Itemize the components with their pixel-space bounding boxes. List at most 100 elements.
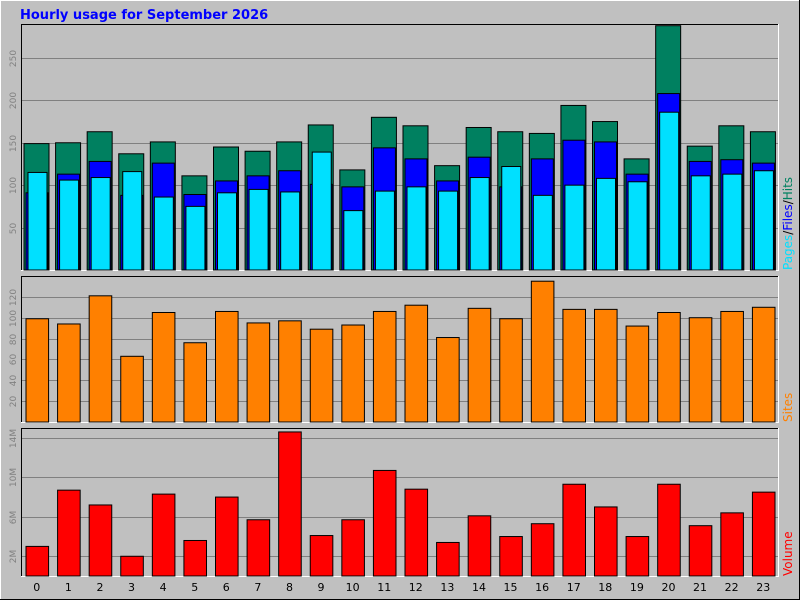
bar-sites-18 bbox=[594, 308, 618, 423]
x-tick-label: 7 bbox=[254, 581, 261, 594]
bar-volume-22 bbox=[720, 512, 744, 577]
x-tick-label: 9 bbox=[318, 581, 325, 594]
volume-panel: 2M 6M 10M 14M bbox=[9, 428, 779, 577]
x-tick-label: 22 bbox=[725, 581, 739, 594]
bar-pages-22 bbox=[722, 173, 743, 271]
bar-volume-5 bbox=[183, 539, 208, 577]
bar-pages-9 bbox=[311, 151, 332, 271]
bar-volume-13 bbox=[436, 541, 460, 577]
bar-volume-15 bbox=[499, 536, 523, 577]
side-label-sep-2: / bbox=[781, 199, 795, 204]
hits-files-pages-panel: 50 100 150 200 250 bbox=[9, 24, 779, 271]
y-tick-label: 120 bbox=[9, 289, 19, 306]
bar-volume-19 bbox=[625, 536, 650, 577]
bar-volume-21 bbox=[688, 525, 713, 577]
bar-sites-3 bbox=[120, 355, 144, 423]
bar-volume-1 bbox=[57, 489, 81, 577]
bar-volume-6 bbox=[215, 496, 239, 577]
bar-pages-7 bbox=[248, 188, 269, 271]
x-tick-label: 2 bbox=[96, 581, 103, 594]
bar-volume-12 bbox=[404, 488, 429, 577]
bar-volume-8 bbox=[278, 431, 302, 577]
sites-panel: 20 40 60 80 100 120 bbox=[9, 276, 779, 423]
bar-pages-11 bbox=[374, 190, 395, 271]
bar-sites-2 bbox=[88, 295, 113, 423]
bar-pages-10 bbox=[343, 210, 364, 271]
x-tick-label: 11 bbox=[377, 581, 391, 594]
bar-pages-3 bbox=[122, 171, 143, 271]
bar-volume-3 bbox=[120, 555, 144, 577]
bar-pages-8 bbox=[280, 191, 301, 271]
bar-sites-20 bbox=[657, 312, 681, 423]
bar-sites-11 bbox=[372, 310, 397, 423]
bar-volume-2 bbox=[88, 504, 113, 577]
x-tick-label: 0 bbox=[33, 581, 40, 594]
panel-background bbox=[21, 428, 779, 576]
side-label-sep-1: / bbox=[781, 230, 795, 235]
bar-volume-11 bbox=[372, 469, 397, 577]
x-tick-label: 14 bbox=[472, 581, 486, 594]
bar-pages-2 bbox=[90, 177, 111, 271]
bar-sites-22 bbox=[720, 310, 744, 423]
bar-pages-0 bbox=[27, 171, 48, 271]
y-tick-label: 60 bbox=[9, 354, 19, 366]
bar-pages-16 bbox=[532, 194, 553, 271]
bar-sites-21 bbox=[688, 317, 713, 423]
bar-pages-23 bbox=[753, 170, 774, 271]
y-tick-label: 250 bbox=[9, 50, 19, 67]
bar-pages-15 bbox=[501, 166, 522, 271]
side-label-sites: Sites bbox=[781, 393, 795, 422]
y-tick-label: 40 bbox=[9, 375, 19, 387]
x-tick-label: 15 bbox=[504, 581, 518, 594]
x-tick-label: 10 bbox=[346, 581, 360, 594]
top-panel-side-label: Pages/Files/Hits bbox=[781, 177, 795, 270]
bar-sites-14 bbox=[467, 307, 492, 423]
bar-pages-19 bbox=[627, 181, 648, 271]
side-label-files: Files bbox=[781, 204, 795, 230]
bar-pages-21 bbox=[690, 175, 711, 271]
bar-sites-13 bbox=[436, 337, 460, 423]
y-tick-label: 80 bbox=[9, 334, 19, 346]
x-tick-label: 17 bbox=[567, 581, 581, 594]
bar-volume-23 bbox=[751, 491, 776, 577]
y-tick-label: 2M bbox=[9, 550, 19, 564]
bar-pages-5 bbox=[185, 205, 206, 271]
side-label-hits: Hits bbox=[781, 177, 795, 200]
bar-volume-16 bbox=[530, 523, 555, 577]
bar-sites-19 bbox=[625, 325, 650, 423]
y-tick-label: 6M bbox=[9, 511, 19, 525]
y-tick-label: 14M bbox=[9, 429, 19, 448]
bar-sites-4 bbox=[151, 312, 176, 423]
x-tick-label: 6 bbox=[223, 581, 230, 594]
x-tick-label: 1 bbox=[65, 581, 72, 594]
bar-pages-4 bbox=[153, 196, 174, 271]
x-tick-label: 8 bbox=[286, 581, 293, 594]
y-tick-label: 100 bbox=[9, 310, 19, 327]
bar-sites-10 bbox=[341, 324, 365, 423]
x-tick-label: 13 bbox=[440, 581, 454, 594]
bar-volume-14 bbox=[467, 515, 492, 577]
x-tick-label: 3 bbox=[128, 581, 135, 594]
bar-sites-0 bbox=[25, 318, 50, 423]
bar-volume-0 bbox=[25, 545, 50, 577]
y-tick-label: 10M bbox=[9, 468, 19, 487]
bar-sites-8 bbox=[278, 320, 302, 423]
bar-sites-7 bbox=[246, 322, 271, 423]
panel-background bbox=[21, 276, 779, 422]
bar-sites-9 bbox=[309, 328, 334, 423]
x-tick-label: 5 bbox=[191, 581, 198, 594]
bar-sites-15 bbox=[499, 318, 523, 423]
bar-sites-12 bbox=[404, 304, 429, 423]
bar-sites-6 bbox=[215, 310, 239, 423]
bar-sites-5 bbox=[183, 342, 208, 423]
bar-volume-17 bbox=[562, 483, 587, 577]
bar-sites-1 bbox=[57, 323, 81, 423]
y-tick-label: 20 bbox=[9, 396, 19, 408]
bar-volume-4 bbox=[151, 493, 176, 577]
x-tick-label: 23 bbox=[756, 581, 770, 594]
bar-pages-13 bbox=[438, 190, 459, 271]
y-tick-label: 200 bbox=[9, 92, 19, 109]
bar-pages-6 bbox=[217, 192, 237, 271]
x-tick-label: 16 bbox=[535, 581, 549, 594]
